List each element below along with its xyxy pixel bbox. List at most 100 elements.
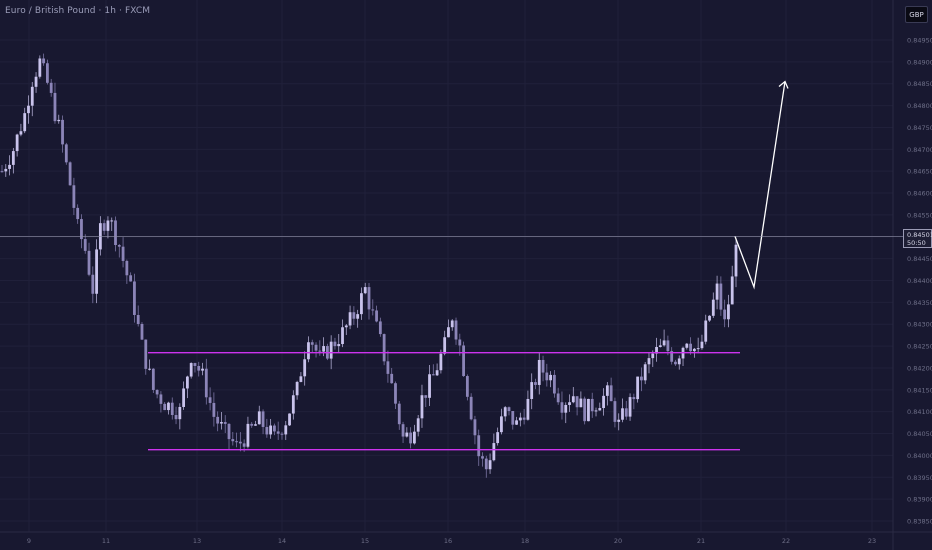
candle-body — [68, 162, 72, 186]
projection-arrow[interactable] — [734, 80, 789, 290]
candle-body — [223, 422, 227, 424]
candle-body — [27, 105, 30, 114]
candle-body — [447, 327, 450, 338]
candle-body — [727, 304, 730, 320]
candle-body — [685, 343, 689, 348]
candle-body — [594, 410, 598, 412]
price-axis-label: 0.84250 — [907, 343, 932, 351]
candle-body — [647, 358, 651, 365]
candle-body — [178, 406, 182, 420]
candle-body — [341, 327, 344, 345]
candle-body — [428, 374, 431, 398]
candle-body — [492, 443, 496, 461]
price-axis-label: 0.83850 — [907, 518, 932, 526]
price-axis-label: 0.84800 — [907, 102, 932, 110]
candle-body — [193, 363, 197, 366]
range-lines[interactable] — [148, 351, 740, 451]
price-axis-label: 0.84600 — [907, 190, 932, 198]
candle-body — [291, 395, 295, 414]
candle-body — [254, 424, 257, 426]
candle-body — [0, 171, 4, 173]
candle-body — [397, 403, 401, 425]
price-axis[interactable]: 0.84950 0.84900 0.84850 0.84800 0.84750 0.847… — [907, 37, 932, 526]
candle-body — [133, 281, 136, 315]
candle-body — [496, 432, 500, 444]
currency-badge[interactable]: GBP — [905, 6, 928, 23]
candle-body — [280, 433, 284, 435]
candle-body — [579, 398, 583, 408]
candle-body — [677, 358, 681, 365]
price-axis-label: 0.84050 — [907, 430, 932, 438]
candle-body — [371, 309, 375, 311]
candle-body — [227, 423, 231, 440]
candle-body — [117, 245, 121, 247]
candle-body — [534, 382, 537, 385]
candle-body — [87, 250, 91, 275]
symbol-title: Euro / British Pound · 1h · FXCM — [5, 6, 151, 16]
candle-body — [299, 376, 303, 382]
candle-body — [208, 397, 212, 403]
price-axis-label: 0.84400 — [907, 277, 932, 285]
candle-body — [640, 376, 643, 381]
price-axis-label: 0.84450 — [907, 255, 932, 263]
candle-body — [621, 408, 624, 420]
candle-body — [609, 385, 613, 402]
candle-body — [95, 249, 98, 294]
candle-body — [19, 131, 23, 135]
candle-body — [484, 458, 488, 470]
candle-body — [46, 63, 49, 83]
candle-body — [378, 321, 382, 335]
candle-body — [552, 374, 556, 394]
candle-body — [144, 339, 148, 369]
candle-body — [91, 274, 95, 294]
time-axis-label: 23 — [868, 537, 876, 545]
candle-body — [443, 337, 447, 354]
candle-body — [390, 373, 394, 384]
candle-body — [507, 407, 511, 411]
candle-body — [11, 151, 15, 165]
candle-body — [439, 353, 443, 371]
projection-arrowhead — [778, 80, 789, 89]
candle-body — [174, 415, 178, 420]
candle-body — [269, 425, 273, 435]
candle-body — [473, 419, 477, 436]
candle-body — [454, 320, 458, 340]
candle-body — [575, 396, 579, 408]
candle-body — [110, 220, 114, 222]
candle-body — [159, 394, 163, 404]
candle-body — [189, 363, 193, 377]
candle-body — [723, 309, 727, 320]
candle-body — [530, 382, 534, 399]
candle-body — [458, 339, 462, 346]
candle-body — [624, 408, 628, 417]
price-tag-value: 0.84501 — [907, 231, 932, 239]
candle-body — [605, 385, 609, 396]
candle-body — [265, 426, 269, 435]
projection-path — [734, 81, 786, 290]
candle-body — [49, 82, 53, 93]
candle-body — [201, 368, 204, 371]
candle-body — [613, 401, 617, 422]
candle-body — [261, 411, 265, 427]
candle-body — [636, 376, 640, 400]
candle-body — [53, 92, 57, 122]
candle-body — [337, 344, 341, 347]
candle-body — [344, 325, 348, 328]
candle-body — [715, 283, 719, 300]
price-axis-label: 0.84200 — [907, 364, 932, 372]
price-axis-label: 0.84750 — [907, 124, 932, 132]
candle-body — [273, 425, 276, 432]
candle-body — [518, 417, 522, 421]
time-axis[interactable]: 9 11 13 14 15 16 18 20 21 22 23 — [27, 537, 876, 545]
candle-body — [151, 368, 155, 390]
candle-body — [515, 420, 518, 425]
candle-body — [431, 374, 435, 376]
candle-body — [242, 443, 246, 447]
candle-body — [125, 260, 129, 276]
candle-body — [413, 431, 416, 444]
candle-body — [655, 346, 658, 354]
candle-body — [689, 343, 692, 352]
candle-body — [590, 398, 594, 412]
